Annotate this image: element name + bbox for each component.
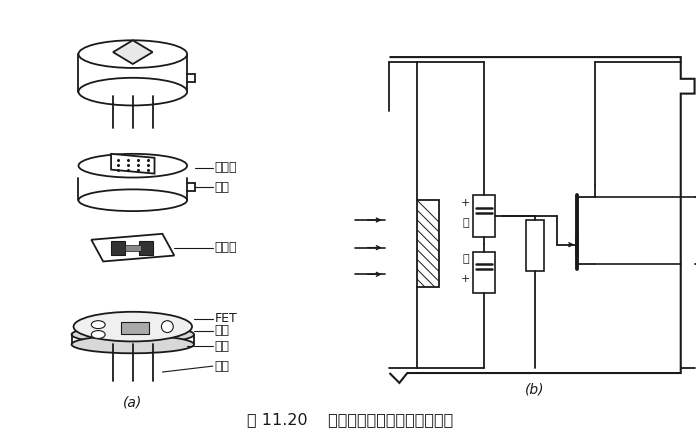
- Polygon shape: [91, 234, 174, 261]
- Text: (b): (b): [525, 383, 545, 397]
- Text: 引线: 引线: [215, 360, 230, 373]
- Ellipse shape: [91, 331, 105, 339]
- Ellipse shape: [78, 154, 187, 177]
- FancyBboxPatch shape: [526, 220, 543, 271]
- Text: 滤光片: 滤光片: [215, 161, 237, 174]
- Ellipse shape: [71, 336, 194, 353]
- Ellipse shape: [71, 325, 194, 343]
- Text: 图 11.20    热释电人体红外传感器的结构: 图 11.20 热释电人体红外传感器的结构: [247, 412, 453, 427]
- Text: (a): (a): [123, 396, 142, 410]
- Polygon shape: [111, 154, 155, 173]
- FancyBboxPatch shape: [473, 195, 495, 237]
- FancyBboxPatch shape: [139, 241, 153, 254]
- FancyBboxPatch shape: [473, 251, 495, 293]
- FancyBboxPatch shape: [125, 245, 141, 251]
- Text: 一: 一: [462, 218, 469, 228]
- Text: FET: FET: [215, 312, 237, 325]
- Circle shape: [162, 321, 174, 332]
- Text: 管座: 管座: [215, 324, 230, 337]
- Text: 一: 一: [462, 254, 469, 265]
- Ellipse shape: [74, 312, 192, 342]
- Text: +: +: [461, 198, 470, 208]
- Text: 管帽: 管帽: [215, 181, 230, 194]
- Ellipse shape: [78, 189, 187, 211]
- Ellipse shape: [78, 40, 187, 68]
- Polygon shape: [113, 40, 153, 64]
- Text: 敏感元: 敏感元: [215, 241, 237, 254]
- Text: +: +: [461, 274, 470, 284]
- FancyBboxPatch shape: [121, 321, 148, 333]
- Ellipse shape: [91, 321, 105, 328]
- FancyBboxPatch shape: [417, 200, 439, 287]
- FancyBboxPatch shape: [111, 241, 125, 254]
- Text: 高阻: 高阻: [215, 340, 230, 353]
- Ellipse shape: [78, 78, 187, 106]
